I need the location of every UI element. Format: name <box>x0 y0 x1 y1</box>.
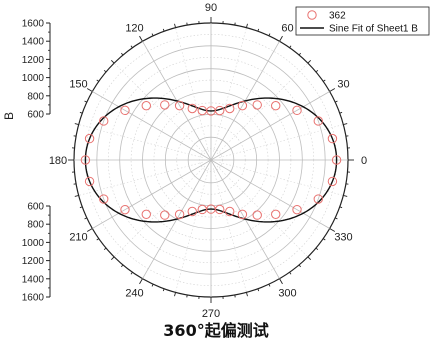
angle-tick <box>290 272 291 274</box>
angle-tick <box>280 279 283 284</box>
angle-tick <box>175 24 176 28</box>
angle-tick-label: 30 <box>337 79 349 91</box>
radial-tick-label: 1000 <box>22 73 45 84</box>
chart-title: 360°起偏测试 <box>0 317 432 341</box>
angle-tick <box>335 218 337 219</box>
data-point <box>253 211 261 219</box>
angle-tick <box>104 70 106 72</box>
angle-tick <box>323 239 325 240</box>
grid-spoke <box>92 92 211 161</box>
angle-tick <box>75 124 79 125</box>
angle-tick <box>85 101 87 102</box>
angle-tick <box>246 292 247 296</box>
radial-tick-label: 1200 <box>22 55 45 66</box>
angle-tick-label: 150 <box>69 79 87 91</box>
angle-tick-label: 330 <box>334 232 352 244</box>
radial-tick-label: 1400 <box>22 274 45 285</box>
angle-tick <box>343 124 347 125</box>
radial-tick-label: 1400 <box>22 37 45 48</box>
data-point <box>142 210 150 218</box>
grid-spoke <box>217 63 308 154</box>
data-point <box>253 101 261 109</box>
angle-tick <box>131 272 132 274</box>
data-point <box>272 210 280 218</box>
angle-tick-label: 90 <box>205 2 217 14</box>
angle-tick <box>97 239 99 240</box>
grid-spoke <box>217 166 308 257</box>
angle-tick <box>87 229 92 232</box>
radial-tick-label: 600 <box>27 202 44 213</box>
angle-tick <box>343 195 347 196</box>
angle-tick <box>140 36 143 41</box>
grid-spoke <box>211 160 330 229</box>
angle-tick-label: 60 <box>281 22 293 34</box>
angle-tick-label: 0 <box>361 155 367 167</box>
angle-tick <box>121 265 123 267</box>
angle-tick <box>246 24 247 28</box>
angle-tick <box>308 257 311 260</box>
legend-label-sine-fit: Sine Fit of Sheet1 B <box>329 24 418 35</box>
angle-tick <box>280 36 283 41</box>
angle-tick <box>335 101 337 102</box>
angle-tick <box>299 265 301 267</box>
data-point <box>161 211 169 219</box>
legend-label-362: 362 <box>329 11 346 22</box>
grid-spoke <box>114 63 205 154</box>
data-point <box>161 101 169 109</box>
radial-tick-label: 800 <box>27 220 44 231</box>
angle-tick <box>121 53 123 55</box>
angle-tick <box>299 53 301 55</box>
angle-tick <box>316 248 318 250</box>
angle-tick <box>140 279 143 284</box>
angle-tick-label: 210 <box>69 232 87 244</box>
angle-tick-label: 300 <box>278 288 296 300</box>
angle-tick-label: 180 <box>49 155 67 167</box>
angle-tick <box>152 34 153 36</box>
angle-tick <box>290 46 291 48</box>
angle-tick <box>269 284 270 286</box>
angle-tick <box>104 248 106 250</box>
radial-axis-label: B <box>2 112 16 120</box>
angle-tick <box>330 89 335 92</box>
data-point <box>142 101 150 109</box>
legend: 362 Sine Fit of Sheet1 B <box>296 7 429 35</box>
radial-tick-label: 800 <box>27 91 44 102</box>
angle-tick <box>87 89 92 92</box>
angle-tick <box>75 195 79 196</box>
grid-spoke <box>211 92 330 161</box>
angle-tick <box>269 34 270 36</box>
data-point <box>272 101 280 109</box>
grid-spoke <box>114 166 205 257</box>
angle-tick <box>152 284 153 286</box>
angle-tick <box>85 218 87 219</box>
angle-tick <box>316 70 318 72</box>
angle-tick-label: 120 <box>125 22 143 34</box>
angle-tick-label: 240 <box>125 288 143 300</box>
angle-tick <box>175 292 176 296</box>
radial-tick-label: 1600 <box>22 293 45 304</box>
radial-tick-label: 1000 <box>22 238 45 249</box>
polar-grid <box>68 17 354 303</box>
angle-tick <box>323 80 325 81</box>
radial-tick-label: 600 <box>27 110 44 121</box>
radial-axis: 600 800 1000 1200 1400 1600 600 800 1000 1200 1400… <box>2 19 50 304</box>
angle-tick <box>131 46 132 48</box>
radial-tick-label: 1600 <box>22 19 45 30</box>
radial-tick-label: 1200 <box>22 256 45 267</box>
angle-tick <box>111 257 114 260</box>
angle-tick <box>111 60 114 63</box>
grid-spoke <box>92 160 211 229</box>
angle-tick <box>308 60 311 63</box>
angle-tick <box>97 80 99 81</box>
